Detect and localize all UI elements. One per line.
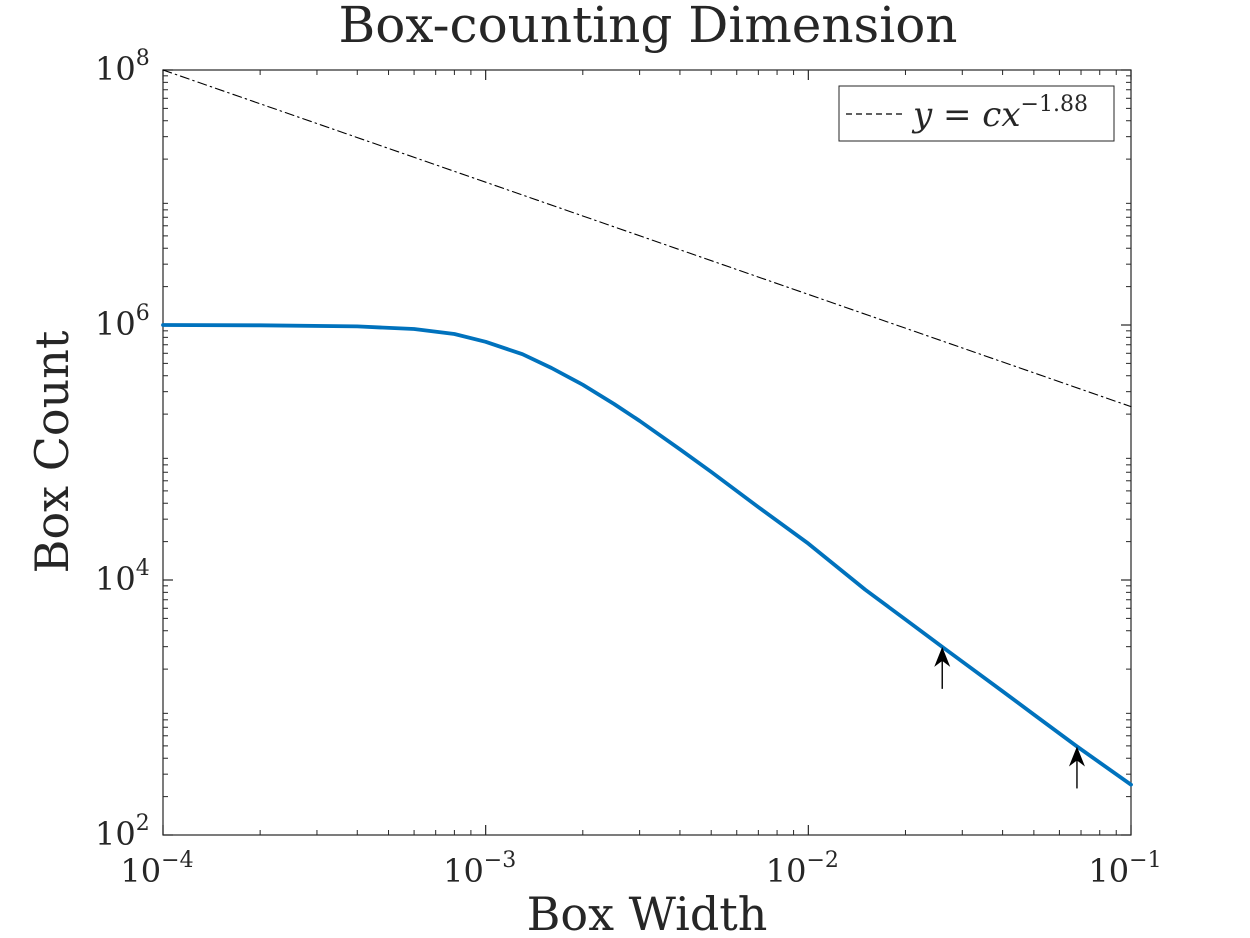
x-tick-label: 10−1 <box>1088 848 1161 890</box>
x-tick-label: 10−2 <box>766 848 839 890</box>
series-layer <box>161 69 1133 787</box>
legend-entry-fit-line: y = cx−1.88 <box>911 92 1088 135</box>
plot-area <box>161 69 1133 836</box>
major-ticks <box>162 69 1132 836</box>
arrow-annotation <box>934 646 951 689</box>
chart-title: Box-counting Dimension <box>339 0 958 54</box>
box-count-line <box>161 323 1133 787</box>
x-tick-labels: 10−4 10−3 10−2 10−1 <box>120 848 1161 890</box>
arrow-head <box>1068 746 1085 767</box>
legend: y = cx−1.88 <box>838 85 1115 142</box>
arrow-annotation <box>1068 746 1085 789</box>
x-tick-label: 10−3 <box>443 848 516 890</box>
fit-line <box>162 69 1132 408</box>
annotation-layer <box>934 646 1085 789</box>
x-axis-label: Box Width <box>527 887 768 938</box>
x-tick-label: 10−4 <box>120 848 193 890</box>
y-tick-label: 102 <box>95 811 150 853</box>
y-tick-label: 104 <box>95 556 150 598</box>
axes-box <box>162 69 1132 836</box>
y-tick-labels: 102 104 106 108 <box>95 46 150 853</box>
minor-ticks <box>163 70 1131 835</box>
legend-box <box>838 85 1115 142</box>
legend-entry-prefix: y = cx <box>911 95 1021 135</box>
y-tick-label: 106 <box>95 301 150 343</box>
y-tick-label: 108 <box>95 46 150 88</box>
legend-entry-exponent: −1.88 <box>1021 92 1088 117</box>
arrow-head <box>934 646 951 667</box>
y-axis-label: Box Count <box>25 330 79 573</box>
